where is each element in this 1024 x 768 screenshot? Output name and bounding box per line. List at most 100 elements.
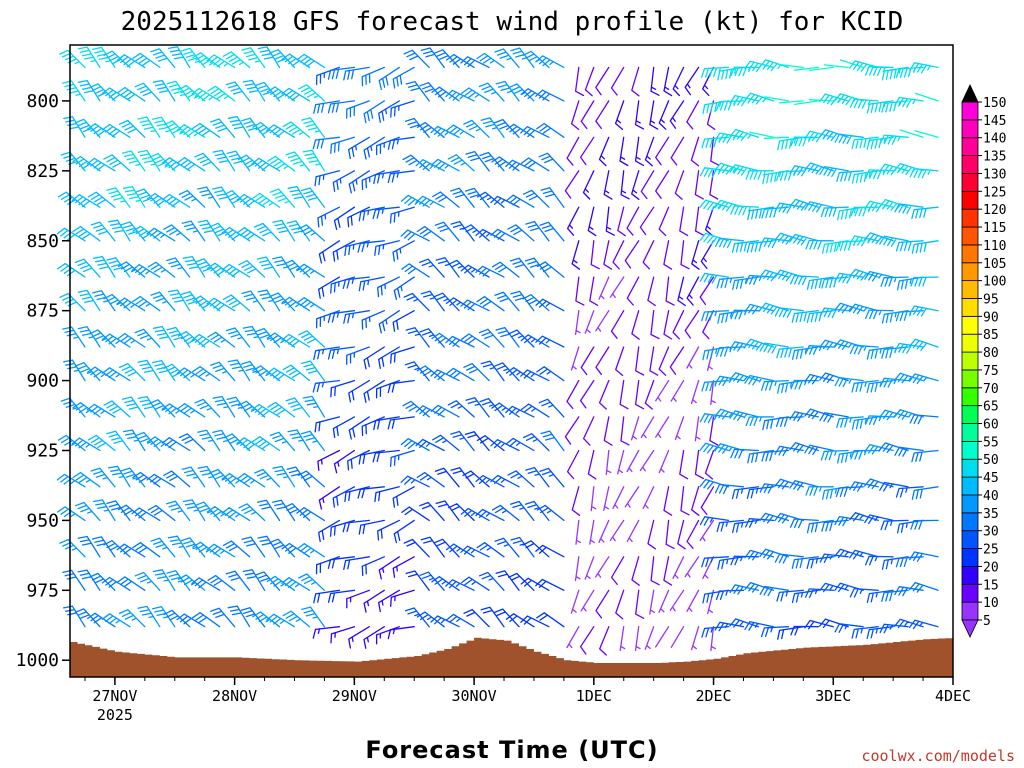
colorbar: 5 10 15 20 25 30 35 40 45 50 55 60 65 70 75 80 85 90 95 100… xyxy=(961,84,1006,638)
wind-barb xyxy=(507,470,535,488)
wind-barb xyxy=(649,589,655,615)
colorbar-swatch xyxy=(961,315,979,335)
wind-barb xyxy=(495,80,520,102)
wind-barb xyxy=(644,626,655,650)
wind-barb xyxy=(206,543,236,558)
wind-barb xyxy=(566,449,580,480)
wind-barb xyxy=(647,276,656,307)
wind-barb xyxy=(589,519,595,545)
colorbar-tick-label: 95 xyxy=(983,292,999,307)
wind-barb xyxy=(582,170,595,200)
wind-barb xyxy=(89,572,116,591)
wind-barb xyxy=(911,449,939,463)
wind-barb xyxy=(241,47,266,69)
wind-barb xyxy=(137,395,161,418)
wind-barb xyxy=(375,626,400,645)
wind-barb xyxy=(269,431,296,452)
wind-barb xyxy=(587,449,597,480)
colorbar-tick-label: 70 xyxy=(983,382,999,397)
wind-barb xyxy=(669,100,685,129)
wind-barb xyxy=(117,261,146,278)
wind-barb xyxy=(819,165,849,178)
wind-barb xyxy=(433,49,460,69)
wind-barb xyxy=(895,486,924,498)
wind-barb xyxy=(390,346,415,364)
wind-barb xyxy=(539,467,565,488)
wind-barb xyxy=(221,263,251,278)
colorbar-swatch xyxy=(961,387,979,407)
wind-barb xyxy=(793,100,819,106)
wind-barb xyxy=(493,608,520,628)
wind-barb xyxy=(820,449,849,461)
wind-barb xyxy=(101,576,131,591)
wind-barb xyxy=(849,98,879,109)
wind-barb xyxy=(312,136,341,150)
wind-barb xyxy=(240,117,266,138)
colorbar-swatch xyxy=(961,190,979,210)
wind-barb xyxy=(700,486,715,516)
wind-barb xyxy=(59,292,86,312)
wind-barb xyxy=(433,292,460,312)
wind-barb xyxy=(387,626,415,640)
wind-barb xyxy=(150,291,176,312)
wind-barb xyxy=(106,500,131,522)
wind-barb xyxy=(181,466,206,488)
wind-barb xyxy=(285,151,311,172)
wind-barb xyxy=(445,543,475,558)
wind-barb xyxy=(60,151,86,172)
wind-barb xyxy=(223,433,251,452)
wind-barb xyxy=(207,574,236,591)
wind-barb xyxy=(163,609,191,628)
wind-barb xyxy=(494,48,520,69)
wind-barb xyxy=(879,198,909,212)
colorbar-tick-label: 130 xyxy=(983,167,1006,182)
wind-barb xyxy=(163,470,191,488)
wind-barb xyxy=(729,372,760,383)
wind-barb xyxy=(343,310,370,324)
wind-barb xyxy=(644,379,655,410)
wind-barb xyxy=(834,582,864,593)
wind-barb xyxy=(776,589,804,602)
wind-barb xyxy=(677,519,686,550)
wind-barb xyxy=(330,626,356,644)
wind-barb xyxy=(118,119,146,138)
wind-barb xyxy=(448,259,475,278)
wind-barb xyxy=(460,264,490,278)
wind-barb xyxy=(579,136,595,166)
wind-barb xyxy=(744,374,775,386)
wind-barb xyxy=(209,361,236,382)
wind-barb xyxy=(447,400,475,418)
wind-barb xyxy=(865,555,894,566)
wind-barb xyxy=(619,626,626,652)
wind-barb xyxy=(644,136,655,167)
wind-barb xyxy=(677,276,686,307)
wind-barb xyxy=(74,362,101,382)
wind-barb xyxy=(834,133,864,145)
wind-barb xyxy=(401,506,430,522)
wind-barb xyxy=(327,589,356,603)
colorbar-swatch xyxy=(961,226,979,246)
wind-barb xyxy=(361,310,385,330)
wind-barb xyxy=(134,571,161,591)
wind-barb xyxy=(670,626,685,648)
wind-barb xyxy=(595,346,610,376)
wind-barb xyxy=(315,66,341,86)
wind-barb xyxy=(672,310,685,340)
wind-barb xyxy=(267,401,296,418)
wind-barb xyxy=(132,295,161,312)
wind-barb xyxy=(821,486,849,500)
wind-barb xyxy=(490,195,520,208)
wind-barb xyxy=(791,589,819,604)
wind-barb xyxy=(72,471,101,488)
wind-barb xyxy=(327,346,356,360)
wind-barb xyxy=(266,124,296,138)
wind-barbs-layer xyxy=(56,46,939,656)
wind-barb xyxy=(357,240,385,253)
wind-barb xyxy=(819,129,849,142)
wind-barb xyxy=(347,206,370,228)
wind-barb xyxy=(363,346,385,370)
wind-barb xyxy=(445,89,475,102)
x-axis-label: Forecast Time (UTC) xyxy=(365,736,658,764)
wind-barb xyxy=(194,501,221,522)
wind-barb xyxy=(493,362,520,382)
